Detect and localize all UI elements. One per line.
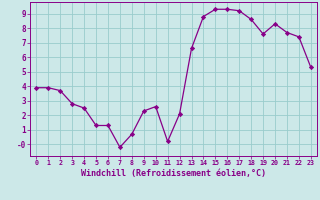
X-axis label: Windchill (Refroidissement éolien,°C): Windchill (Refroidissement éolien,°C): [81, 169, 266, 178]
